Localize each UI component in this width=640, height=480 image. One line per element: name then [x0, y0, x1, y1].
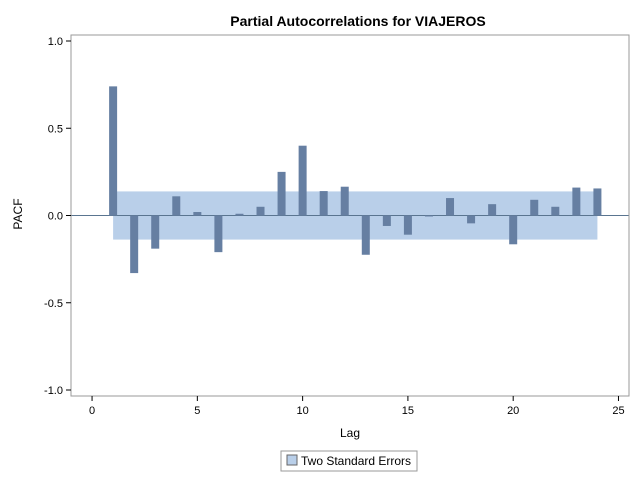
- bar-lag-4: [172, 196, 181, 216]
- bar-lag-12: [340, 186, 349, 216]
- y-tick-label: 0.0: [48, 211, 63, 223]
- x-tick-label: 20: [507, 405, 519, 417]
- x-axis-label: Lag: [340, 426, 360, 440]
- bar-lag-9: [277, 171, 286, 216]
- bar-lag-3: [151, 215, 160, 249]
- legend-label: Two Standard Errors: [301, 454, 411, 468]
- chart-title: Partial Autocorrelations for VIAJEROS: [230, 13, 485, 29]
- bar-lag-6: [214, 215, 223, 253]
- bar-lag-22: [551, 206, 560, 216]
- plot-area: -1.0 -0.5 0.0 0.5 1.0 0 5 10 15 20 25: [44, 34, 630, 417]
- bar-lag-15: [403, 215, 412, 235]
- x-tick-label: 25: [612, 405, 624, 417]
- x-tick-label: 5: [194, 405, 200, 417]
- legend-frame: [280, 450, 418, 472]
- bar-lag-8: [256, 206, 265, 216]
- bar-lag-17: [446, 198, 455, 216]
- bar-lag-24: [593, 188, 602, 216]
- bar-lag-14: [382, 215, 391, 226]
- bar-lag-1: [109, 86, 118, 216]
- y-axis-label: PACF: [11, 198, 25, 229]
- bar-lag-2: [130, 215, 139, 274]
- bar-lag-19: [488, 204, 497, 216]
- y-tick-label: -0.5: [44, 298, 63, 310]
- y-tick-label: 0.5: [48, 123, 63, 135]
- bar-lag-7: [235, 213, 244, 216]
- bar-lag-11: [319, 191, 328, 216]
- bar-lag-20: [509, 215, 518, 245]
- bar-lag-10: [298, 145, 307, 216]
- bar-lag-21: [530, 199, 539, 216]
- legend-swatch-two-standard-errors: [286, 454, 298, 466]
- x-tick-label: 10: [296, 405, 308, 417]
- bar-lag-5: [193, 212, 202, 216]
- x-tick-label: 0: [89, 405, 95, 417]
- bar-lag-16: [424, 215, 433, 217]
- y-tick-label: 1.0: [48, 36, 63, 48]
- bar-lag-23: [572, 187, 581, 216]
- y-tick-label: -1.0: [44, 385, 63, 397]
- x-tick-label: 15: [402, 405, 414, 417]
- bar-lag-13: [361, 215, 370, 255]
- legend: Two Standard Errors: [280, 450, 418, 472]
- bar-lag-18: [467, 215, 476, 224]
